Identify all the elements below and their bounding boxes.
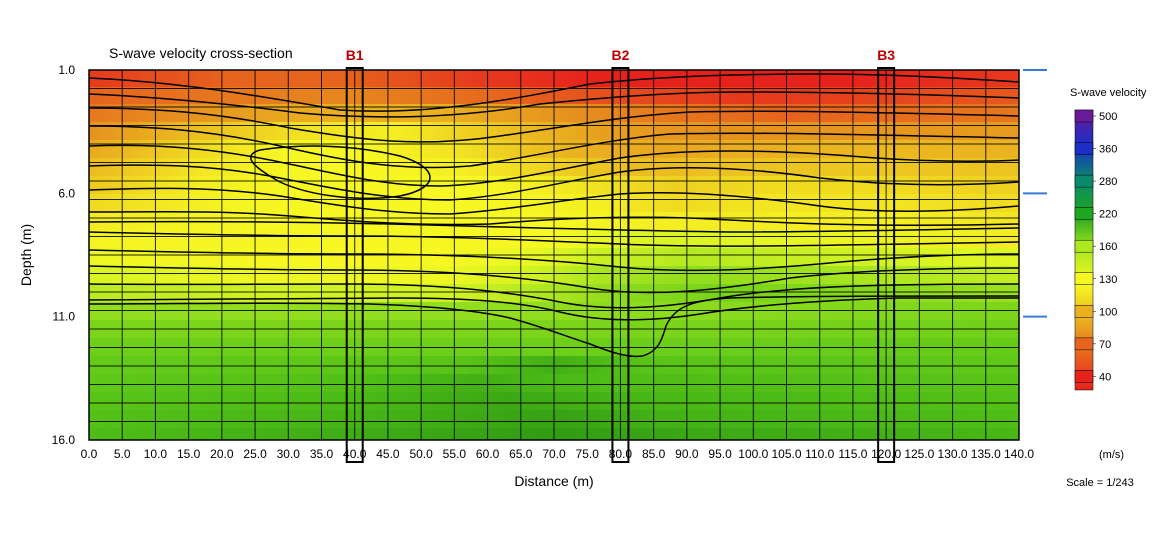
x-tick: 100.0 <box>738 447 768 461</box>
y-tick: 11.0 <box>53 310 76 324</box>
x-tick: 5.0 <box>114 447 131 461</box>
x-tick: 25.0 <box>243 447 267 461</box>
x-tick: 70.0 <box>542 447 566 461</box>
legend-tick: 100 <box>1099 306 1117 318</box>
legend-tick: 500 <box>1099 111 1117 123</box>
x-tick: 135.0 <box>971 447 1001 461</box>
x-tick: 115.0 <box>838 447 867 461</box>
legend-tick: 160 <box>1099 241 1117 253</box>
legend: S-wave velocity 500 360 280 220 160 130 100 70 40… <box>1070 87 1147 461</box>
cross-section-chart: S-wave velocity cross-section 0.0 5.0 10.0 1… <box>0 0 1154 537</box>
x-tick: 35.0 <box>310 447 334 461</box>
x-tick: 65.0 <box>509 447 533 461</box>
x-tick: 60.0 <box>476 447 500 461</box>
grid <box>89 70 1019 440</box>
legend-unit: (m/s) <box>1099 449 1124 461</box>
x-axis-label: Distance (m) <box>514 473 593 489</box>
x-tick: 90.0 <box>675 447 699 461</box>
y-tick: 6.0 <box>58 186 75 200</box>
x-tick: 140.0 <box>1004 447 1034 461</box>
marker-label: B3 <box>877 47 895 63</box>
x-tick: 85.0 <box>642 447 666 461</box>
x-tick: 125.0 <box>904 447 934 461</box>
x-tick: 50.0 <box>409 447 433 461</box>
legend-title: S-wave velocity <box>1070 87 1147 99</box>
x-tick: 10.0 <box>144 447 168 461</box>
x-tick: 45.0 <box>376 447 400 461</box>
x-tick: 95.0 <box>708 447 732 461</box>
marker-label: B2 <box>611 47 629 63</box>
legend-tick: 220 <box>1099 209 1117 221</box>
y-tick: 16.0 <box>52 433 76 447</box>
legend-tick: 40 <box>1099 371 1111 383</box>
x-tick: 120.0 <box>871 447 901 461</box>
legend-tick: 360 <box>1099 144 1117 156</box>
y-axis-label: Depth (m) <box>18 224 34 286</box>
chart-title: S-wave velocity cross-section <box>109 45 293 61</box>
legend-tick: 280 <box>1099 176 1117 188</box>
x-tick: 105.0 <box>771 447 801 461</box>
marker-label: B1 <box>346 47 364 63</box>
x-tick: 0.0 <box>81 447 98 461</box>
x-tick: 20.0 <box>210 447 234 461</box>
x-tick: 75.0 <box>576 447 600 461</box>
legend-tick: 130 <box>1099 274 1117 286</box>
x-tick: 30.0 <box>277 447 301 461</box>
x-tick: 110.0 <box>805 447 834 461</box>
x-tick: 15.0 <box>177 447 201 461</box>
scale-note: Scale = 1/243 <box>1066 477 1134 489</box>
x-tick: 130.0 <box>938 447 968 461</box>
legend-tick: 70 <box>1099 339 1111 351</box>
y-tick: 1.0 <box>58 63 75 77</box>
x-tick: 55.0 <box>443 447 467 461</box>
